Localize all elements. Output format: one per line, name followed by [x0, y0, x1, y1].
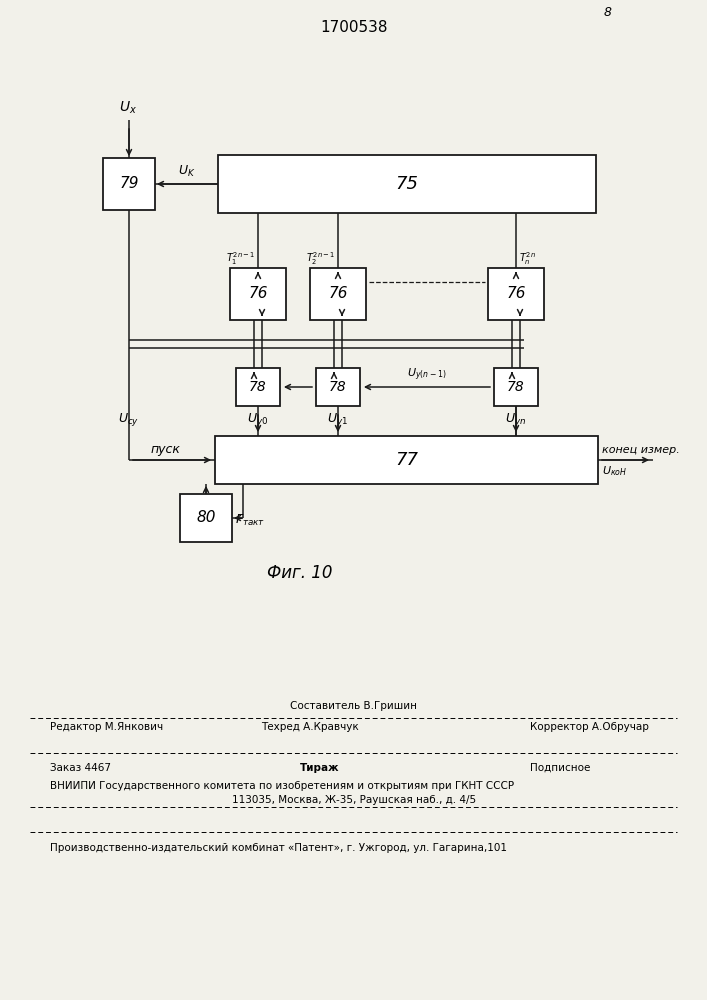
Bar: [488, 268, 544, 320]
Text: $T_n^{2n}$: $T_n^{2n}$: [519, 250, 536, 267]
Text: конец измер.: конец измер.: [602, 445, 679, 455]
Text: $U_K$: $U_K$: [177, 164, 195, 179]
Bar: [316, 368, 360, 406]
Bar: [310, 268, 366, 320]
Text: $F_{такт}$: $F_{такт}$: [235, 512, 265, 528]
Text: Корректор А.Обручар: Корректор А.Обручар: [530, 722, 649, 732]
Text: 76: 76: [506, 286, 526, 302]
Text: 78: 78: [249, 380, 267, 394]
Text: ВНИИПИ Государственного комитета по изобретениям и открытиям при ГКНТ СССР: ВНИИПИ Государственного комитета по изоб…: [50, 781, 514, 791]
Text: Тираж: Тираж: [300, 763, 340, 773]
Text: пуск: пуск: [151, 443, 181, 456]
Bar: [103, 158, 155, 210]
Text: Подписное: Подписное: [530, 763, 590, 773]
Text: 1700538: 1700538: [320, 20, 387, 35]
Text: 75: 75: [395, 175, 419, 193]
Text: 76: 76: [248, 286, 268, 302]
Text: Редактор М.Янкович: Редактор М.Янкович: [50, 722, 163, 732]
Text: $U_{коН}$: $U_{коН}$: [602, 464, 627, 478]
Text: $U_{y(n-1)}$: $U_{y(n-1)}$: [407, 367, 447, 383]
Bar: [215, 436, 598, 484]
Text: $U_{yn}$: $U_{yn}$: [506, 410, 527, 428]
Bar: [230, 268, 286, 320]
Text: 79: 79: [119, 176, 139, 192]
Text: Заказ 4467: Заказ 4467: [50, 763, 111, 773]
Text: 8: 8: [604, 5, 612, 18]
Text: $U_x$: $U_x$: [119, 100, 137, 116]
Text: Производственно-издательский комбинат «Патент», г. Ужгород, ул. Гагарина,101: Производственно-издательский комбинат «П…: [50, 843, 507, 853]
Bar: [236, 368, 280, 406]
Text: $U_{y0}$: $U_{y0}$: [247, 410, 269, 428]
Text: Фиг. 10: Фиг. 10: [267, 564, 333, 582]
Text: $U_{cy}$: $U_{cy}$: [118, 410, 139, 428]
Text: 80: 80: [197, 510, 216, 526]
Text: 113035, Москва, Ж-35, Раушская наб., д. 4/5: 113035, Москва, Ж-35, Раушская наб., д. …: [232, 795, 476, 805]
Text: 78: 78: [507, 380, 525, 394]
Text: 76: 76: [328, 286, 348, 302]
Text: $T_2^{2n-1}$: $T_2^{2n-1}$: [305, 250, 335, 267]
Text: $U_{y1}$: $U_{y1}$: [327, 410, 349, 428]
Bar: [180, 494, 232, 542]
Text: 77: 77: [395, 451, 418, 469]
Text: 78: 78: [329, 380, 347, 394]
Text: Составитель В.Гришин: Составитель В.Гришин: [291, 701, 418, 711]
Text: Техред А.Кравчук: Техред А.Кравчук: [261, 722, 359, 732]
Bar: [218, 155, 596, 213]
Bar: [494, 368, 538, 406]
Text: $T_1^{2n-1}$: $T_1^{2n-1}$: [226, 250, 255, 267]
